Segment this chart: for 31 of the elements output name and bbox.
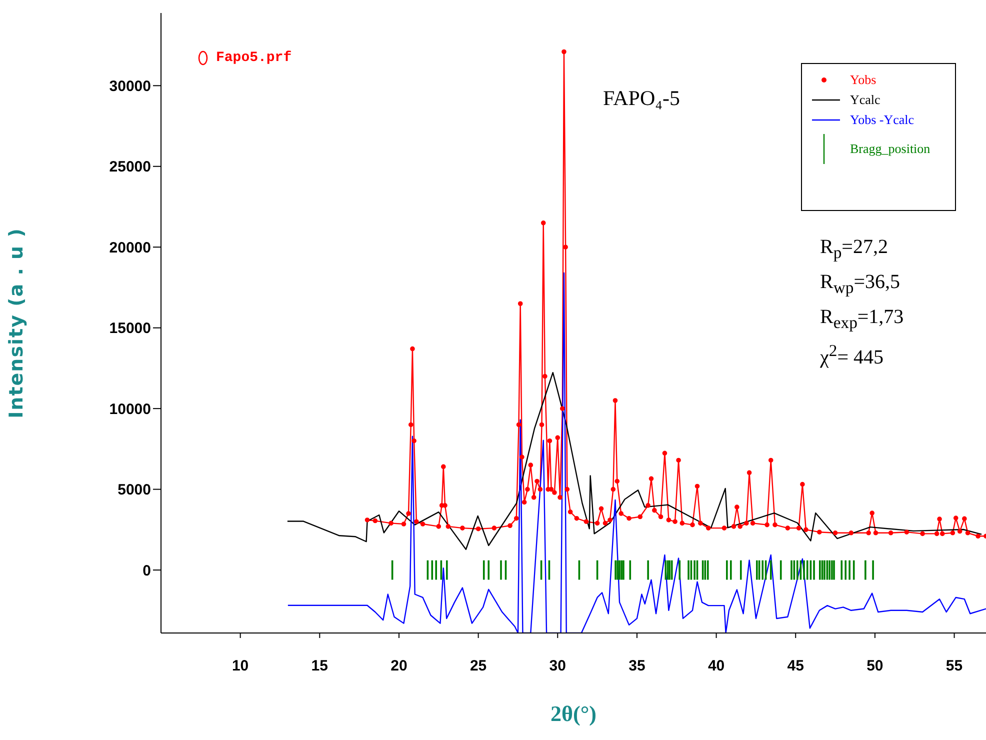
x-tick-label: 50 — [866, 658, 884, 675]
x-tick-label: 10 — [232, 658, 249, 675]
line-series — [286, 372, 982, 550]
y-tick-label: 20000 — [109, 239, 151, 256]
y-axis-title: Intensity (a . u ) — [6, 228, 28, 418]
annotation: χ$^{2}$= 445 — [820, 341, 884, 370]
legend-label: Yobs — [850, 72, 876, 88]
x-tick-label: 45 — [787, 658, 804, 675]
legend-label: Ycalc — [850, 92, 880, 108]
x-tick-label: 20 — [390, 658, 408, 675]
annotation: R$_{wp}$=36,5 — [820, 271, 900, 298]
x-tick-label: 35 — [628, 658, 646, 675]
legend-label: Yobs -Ycalc — [850, 112, 914, 128]
x-tick-label: 25 — [470, 658, 487, 675]
y-tick-label: 25000 — [109, 158, 151, 176]
x-tick-label: 15 — [311, 658, 328, 675]
annotation: R$_{exp}$=1,73 — [820, 306, 904, 333]
x-axis-title: 2θ(°) — [550, 701, 596, 726]
text: FAPO₄-5 — [603, 86, 680, 111]
x-tick-label: 55 — [946, 658, 963, 675]
legend-label: Bragg_position — [850, 141, 930, 157]
y-tick-label: 30000 — [109, 78, 151, 95]
y-tick-label: 0 — [142, 562, 151, 580]
annotation: R$_{p}$=27,2 — [820, 236, 888, 263]
x-tick-label: 40 — [708, 658, 725, 675]
x-tick-label: 30 — [549, 658, 566, 675]
y-tick-label: 10000 — [109, 400, 151, 418]
line-series — [287, 272, 986, 633]
y-tick-label: 5000 — [118, 482, 151, 499]
y-tick-label: 15000 — [109, 320, 151, 338]
annotation: Fapo5.prf — [216, 50, 292, 66]
